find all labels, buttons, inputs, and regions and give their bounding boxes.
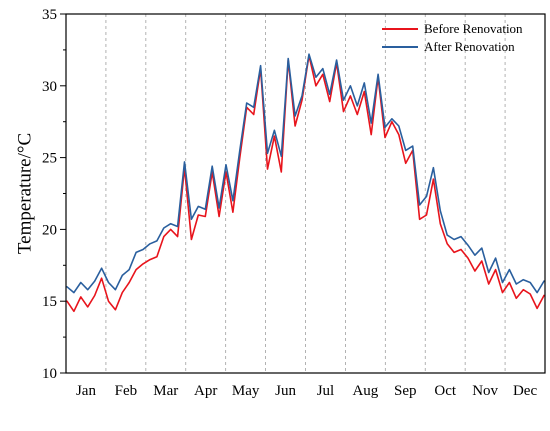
axis-ticks: 10 15 20 25 30 35 Jan Feb Mar Apr May Jun Jul Aug Sep O…	[42, 7, 537, 399]
y-axis-label: Temperature/°C	[15, 133, 36, 254]
x-tick-label-dec: Dec	[513, 383, 537, 399]
x-tick-label-may: May	[232, 383, 260, 399]
plot-frame	[65, 13, 546, 374]
x-tick-label-nov: Nov	[472, 383, 498, 399]
x-tick-label-apr: Apr	[194, 383, 217, 399]
y-tick-label-10: 10	[42, 366, 57, 382]
y-tick-label-35: 35	[42, 7, 57, 23]
series-line-after-renovation	[66, 53, 545, 294]
x-tick-label-feb: Feb	[115, 383, 138, 399]
x-tick-label-mar: Mar	[153, 383, 178, 399]
series-layer	[66, 53, 545, 313]
x-tick-label-jun: Jun	[275, 383, 296, 399]
x-tick-label-aug: Aug	[352, 383, 378, 399]
y-tick-label-25: 25	[42, 151, 57, 167]
month-grid	[105, 14, 506, 373]
y-tick-label-20: 20	[42, 222, 57, 238]
x-tick-label-sep: Sep	[394, 383, 417, 399]
x-tick-label-oct: Oct	[434, 383, 456, 399]
y-tick-label-15: 15	[42, 294, 57, 310]
legend-label-before: Before Renovation	[424, 21, 523, 36]
y-tick-label-30: 30	[42, 79, 57, 95]
legend: Before Renovation After Renovation	[382, 21, 523, 54]
x-tick-label-jul: Jul	[317, 383, 335, 399]
x-tick-label-jan: Jan	[76, 383, 96, 399]
legend-label-after: After Renovation	[424, 39, 515, 54]
